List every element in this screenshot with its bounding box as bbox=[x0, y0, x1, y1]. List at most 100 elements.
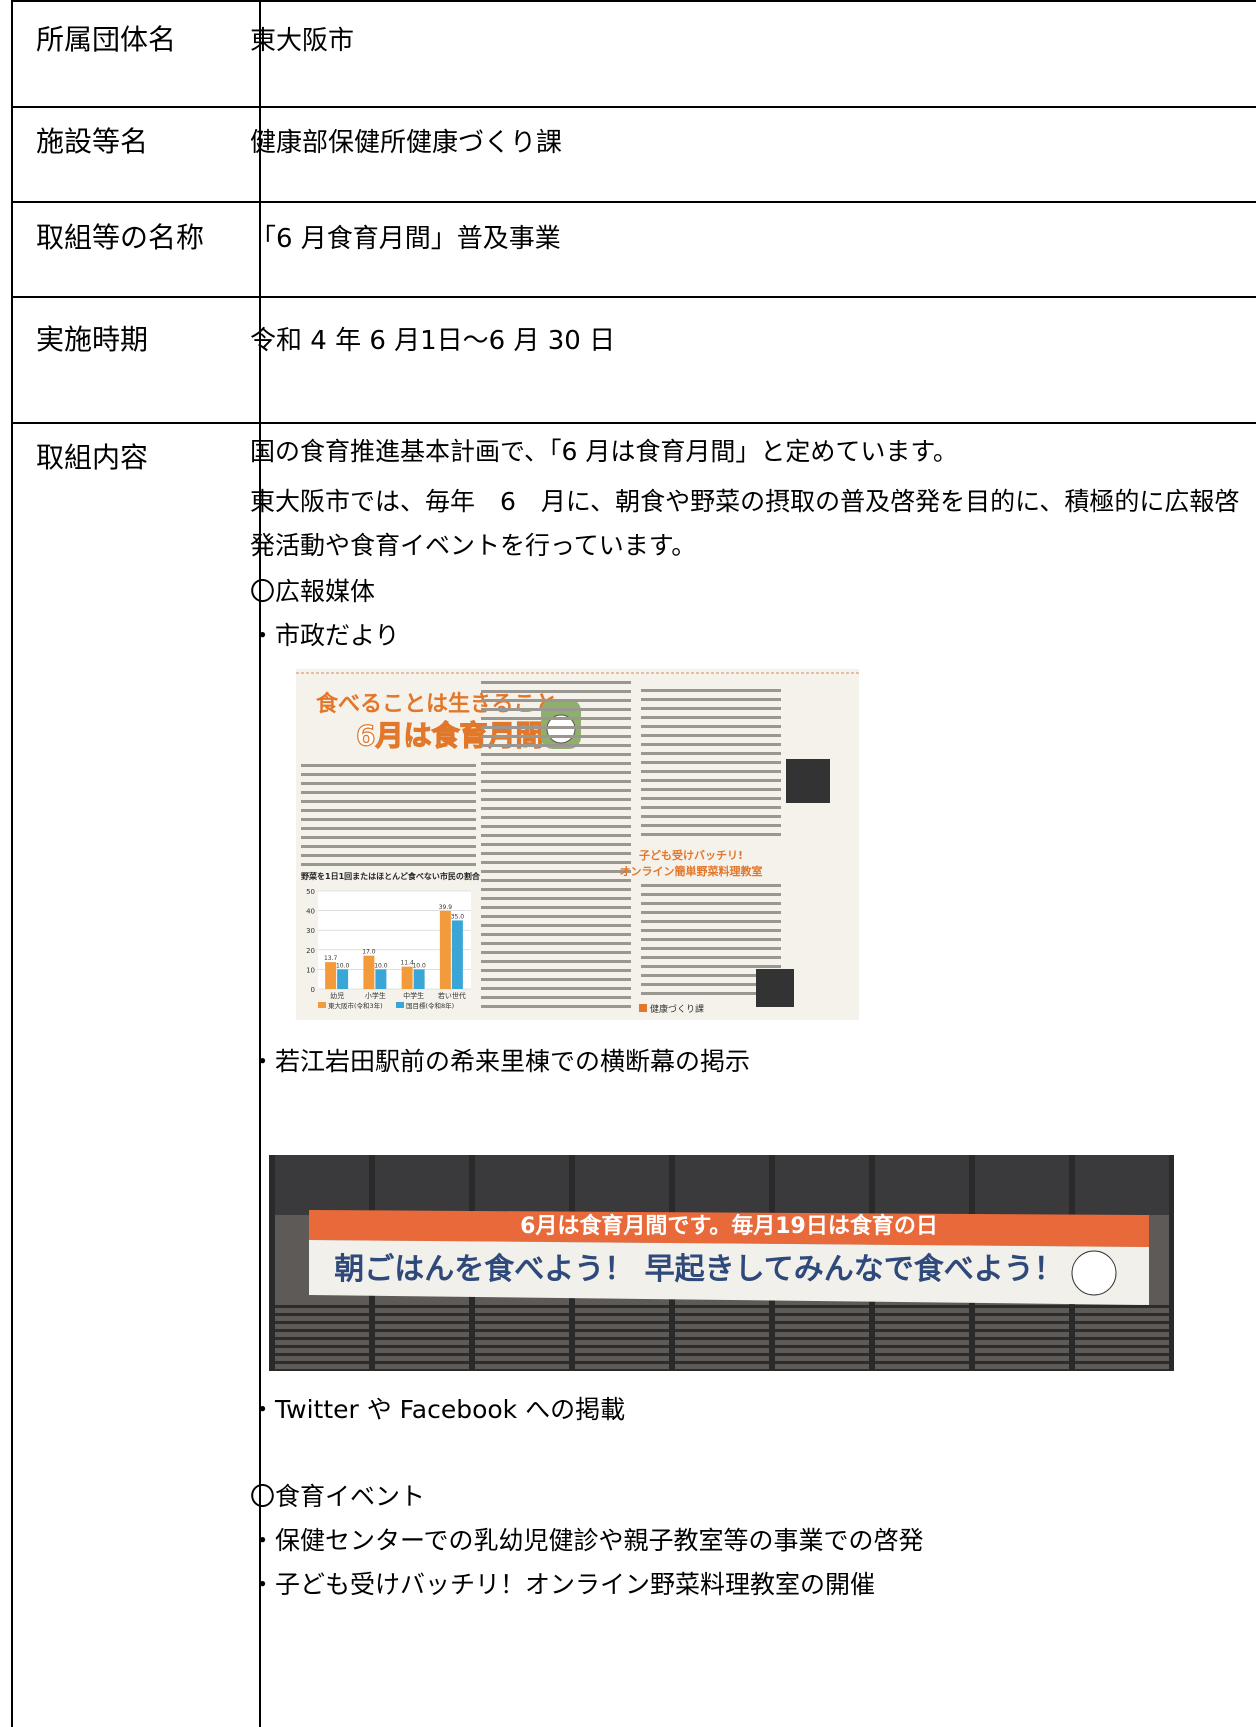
text-line bbox=[641, 806, 781, 809]
bar bbox=[451, 920, 463, 989]
text-line bbox=[481, 681, 631, 684]
text-line bbox=[481, 807, 631, 810]
qr-code bbox=[786, 759, 830, 803]
banner-text: 6月は食育月間です。毎月19日は食育の日 bbox=[520, 1213, 938, 1239]
bar bbox=[439, 910, 451, 989]
text-line bbox=[641, 833, 781, 836]
bar bbox=[375, 969, 387, 989]
bar-chart: 01020304050幼児13.710.0小学生17.010.0中学生11.41… bbox=[306, 888, 471, 1010]
louver bbox=[269, 1361, 1174, 1364]
bar bbox=[337, 969, 349, 989]
text-line bbox=[641, 893, 781, 896]
row-label: 施設等名 bbox=[36, 125, 149, 158]
list-item: ・市政だより bbox=[250, 621, 400, 650]
border bbox=[11, 106, 1256, 108]
text-line bbox=[641, 902, 781, 905]
list-item: ・Twitter や Facebook への掲載 bbox=[250, 1395, 626, 1424]
louver bbox=[269, 1329, 1174, 1332]
text-line bbox=[641, 884, 781, 887]
bar bbox=[401, 966, 413, 989]
louver bbox=[269, 1337, 1174, 1340]
text-line bbox=[481, 987, 631, 990]
text-line bbox=[641, 824, 781, 827]
bar bbox=[413, 969, 425, 989]
row-label: 実施時期 bbox=[36, 323, 149, 356]
text-line bbox=[481, 1005, 631, 1008]
text-line bbox=[301, 863, 476, 866]
text-line bbox=[641, 965, 781, 968]
legend-label: 国目標(令和8年) bbox=[406, 1001, 454, 1010]
text-line bbox=[481, 726, 631, 729]
border bbox=[11, 0, 1256, 2]
text-line bbox=[481, 753, 631, 756]
heading: 〇食育イベント bbox=[250, 1482, 426, 1511]
pillar bbox=[1169, 1155, 1174, 1371]
banner-photo: 6月は食育月間です。毎月19日は食育の日 朝ごはんを食べよう！ 早起きしてみんな… bbox=[269, 1155, 1174, 1371]
value-label: 10.0 bbox=[336, 962, 350, 969]
text-line bbox=[481, 843, 631, 846]
text-line bbox=[641, 929, 781, 932]
value-label: 11.4 bbox=[400, 960, 414, 967]
border bbox=[11, 296, 1256, 298]
x-tick-label: 幼児 bbox=[330, 991, 344, 1000]
text-line bbox=[481, 996, 631, 999]
value-label: 35.0 bbox=[451, 913, 465, 920]
subhead: 子ども受けバッチリ! bbox=[639, 848, 743, 862]
bar bbox=[363, 955, 375, 989]
text-line bbox=[641, 689, 781, 692]
text-line bbox=[641, 947, 781, 950]
text-line bbox=[641, 734, 781, 737]
text-line bbox=[481, 834, 631, 837]
pillar bbox=[269, 1155, 275, 1371]
text-line bbox=[301, 791, 476, 794]
text-line bbox=[641, 725, 781, 728]
text-line bbox=[641, 752, 781, 755]
text-line bbox=[481, 906, 631, 909]
mascot bbox=[1071, 1250, 1117, 1296]
x-tick-label: 中学生 bbox=[403, 991, 424, 1000]
text-line bbox=[481, 888, 631, 891]
text-line bbox=[481, 717, 631, 720]
text-line bbox=[641, 920, 781, 923]
paragraph: 国の食育推進基本計画で、「6 月は食育月間」と定めています。 bbox=[250, 437, 958, 466]
text-line bbox=[301, 782, 476, 785]
icon bbox=[639, 1004, 647, 1012]
border bbox=[11, 422, 1256, 424]
windows bbox=[269, 1155, 1174, 1215]
legend-label: 東大阪市(令和3年) bbox=[328, 1001, 383, 1010]
text-line bbox=[641, 956, 781, 959]
text-line bbox=[641, 779, 781, 782]
text-line bbox=[641, 698, 781, 701]
heading: 〇広報媒体 bbox=[250, 577, 376, 606]
text-line bbox=[481, 780, 631, 783]
chart-title: 野菜を1日1回またはほとんど食べない市民の割合 bbox=[301, 871, 481, 881]
text-line bbox=[301, 845, 476, 848]
value-label: 13.7 bbox=[324, 955, 338, 962]
text-line bbox=[641, 716, 781, 719]
row-label: 所属団体名 bbox=[36, 23, 177, 56]
text-line bbox=[301, 809, 476, 812]
border bbox=[259, 0, 261, 1727]
text-line bbox=[481, 699, 631, 702]
row-label: 取組内容 bbox=[36, 441, 149, 474]
legend-swatch bbox=[396, 1002, 404, 1008]
text-line bbox=[481, 690, 631, 693]
list-item: ・保健センターでの乳幼児健診や親子教室等の事業での啓発 bbox=[250, 1526, 924, 1555]
text-line bbox=[481, 870, 631, 873]
text-line bbox=[481, 924, 631, 927]
text-line bbox=[481, 951, 631, 954]
text-line bbox=[481, 942, 631, 945]
text-line bbox=[481, 762, 631, 765]
text-line bbox=[481, 798, 631, 801]
value-label: 10.0 bbox=[374, 962, 388, 969]
text-line bbox=[301, 854, 476, 857]
text-line bbox=[481, 969, 631, 972]
text-line bbox=[481, 789, 631, 792]
text-line bbox=[641, 770, 781, 773]
value-label: 39.9 bbox=[439, 904, 453, 911]
text-line bbox=[481, 816, 631, 819]
row-label: 取組等の名称 bbox=[36, 221, 205, 254]
text-line bbox=[481, 735, 631, 738]
text-line bbox=[301, 827, 476, 830]
